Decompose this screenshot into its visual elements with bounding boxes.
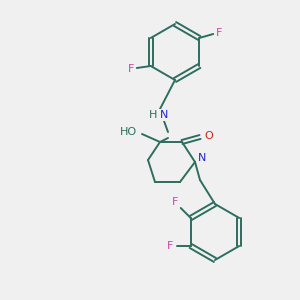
Text: N: N [160, 110, 168, 120]
Text: H: H [149, 110, 157, 120]
Text: N: N [198, 153, 206, 163]
Text: F: F [167, 241, 173, 251]
Text: O: O [205, 131, 213, 141]
Text: HO: HO [119, 127, 136, 137]
Text: F: F [128, 64, 134, 74]
Text: F: F [216, 28, 222, 38]
Text: F: F [172, 197, 178, 207]
